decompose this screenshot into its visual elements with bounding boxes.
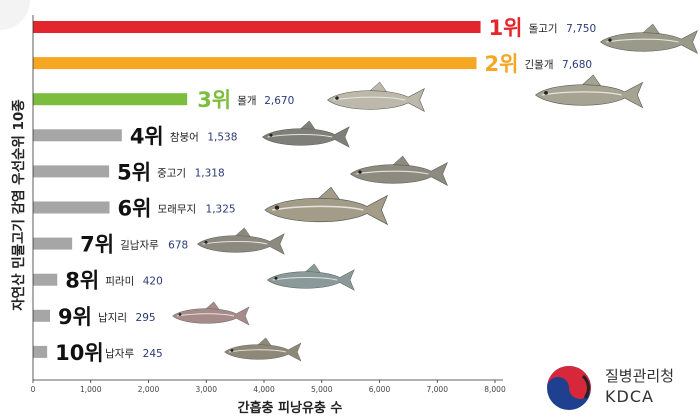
rank-label-4: 4위: [130, 124, 164, 148]
fish-name-2: 긴몰개: [525, 59, 554, 71]
bar-4: [33, 129, 122, 142]
x-tick-label-5: 5,000: [311, 385, 333, 394]
bar-5: [33, 165, 110, 178]
value-label-5: 1,318: [195, 167, 225, 179]
value-label-7: 678: [168, 240, 188, 252]
x-axis: 0 1,000 2,000 3,000 4,000 5,000 6,000 7,000 8,00…: [31, 15, 506, 394]
rank-label-6: 6위: [118, 197, 152, 221]
rank-label-8: 8위: [65, 269, 99, 293]
value-label-1: 7,750: [566, 23, 596, 35]
x-tick-label-1: 1,000: [80, 385, 102, 394]
fish-illustration-1: [600, 23, 698, 55]
value-label-9: 295: [136, 312, 156, 324]
fish-name-10: 납자루: [105, 348, 134, 360]
fish-name-3: 몰개: [237, 95, 256, 107]
fish-illustration-8: [267, 263, 355, 291]
rank-label-3: 3위: [197, 88, 231, 112]
fish-name-7: 길납자루: [120, 239, 159, 252]
fish-layer: [172, 23, 698, 362]
fish-name-5: 중고기: [157, 167, 186, 179]
kdca-emblem: [547, 366, 591, 410]
fish-illustration-7: [197, 227, 285, 255]
fish-illustration-6: [264, 186, 389, 226]
value-label-10: 245: [143, 348, 163, 360]
bar-9: [33, 309, 51, 322]
fish-illustration-3: [327, 81, 425, 113]
fish-illustration-10: [224, 337, 302, 362]
value-label-8: 420: [143, 276, 163, 288]
x-axis-title: 간흡충 피낭유충 수: [237, 401, 343, 416]
rank-label-7: 7위: [80, 233, 114, 257]
bar-8: [33, 273, 58, 286]
fish-illustration-2: [534, 74, 644, 109]
fish-name-4: 참붕어: [170, 131, 199, 143]
rank-label-2: 2위: [485, 52, 519, 76]
labels-layer: 1위 돌고기 7,750 2위 긴몰개 7,680 3위 몰개 2,670 4위 참붕어 1,538 5…: [55, 16, 596, 365]
x-tick-label-8: 8,000: [484, 385, 506, 394]
x-tick-label-6: 6,000: [369, 385, 391, 394]
value-label-4: 1,538: [207, 131, 237, 143]
bar-3: [33, 93, 188, 106]
rank-label-10: 10위: [55, 341, 104, 365]
rank-label-9: 9위: [58, 305, 92, 329]
x-tick-label-4: 4,000: [253, 385, 275, 394]
x-tick-label-3: 3,000: [196, 385, 218, 394]
bar-6: [33, 201, 110, 214]
rank-label-5: 5위: [117, 160, 151, 184]
kdca-logo: 질병관리청 KDCA: [543, 362, 693, 414]
logo-english-text: KDCA: [605, 387, 654, 406]
bar-1: [33, 21, 481, 33]
bars-layer: [33, 21, 481, 358]
fish-name-9: 납지리: [98, 312, 127, 324]
fish-illustration-9: [172, 301, 250, 326]
bar-10: [33, 345, 48, 358]
y-axis-title: 자연산 민물고기 감염 우선순위 10종: [11, 99, 27, 311]
x-tick-label-2: 2,000: [138, 385, 160, 394]
fish-illustration-4: [262, 120, 350, 148]
rank-label-1: 1위: [489, 16, 523, 40]
value-label-2: 7,680: [562, 59, 592, 71]
x-tick-label-0: 0: [31, 385, 36, 394]
bar-7: [33, 237, 73, 250]
fish-illustration-5: [350, 155, 448, 187]
bar-2: [33, 57, 477, 70]
fish-name-1: 돌고기: [529, 23, 558, 35]
fish-name-8: 피라미: [105, 276, 134, 288]
logo-korean-text: 질병관리청: [605, 367, 675, 385]
value-label-6: 1,325: [206, 204, 236, 216]
fish-name-6: 모래무지: [158, 204, 197, 216]
x-tick-label-7: 7,000: [427, 385, 449, 394]
value-label-3: 2,670: [264, 95, 294, 107]
